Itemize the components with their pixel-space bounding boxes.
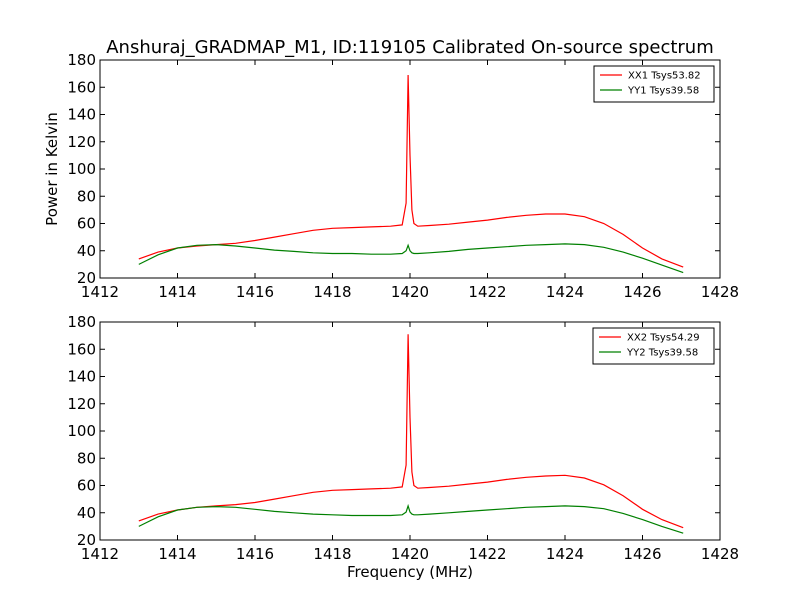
y-tick-label: 100 — [67, 160, 96, 178]
legend-box — [593, 65, 715, 103]
y-tick-label: 140 — [67, 368, 96, 386]
x-tick-label: 1416 — [236, 545, 274, 563]
y-tick-label: 140 — [67, 106, 96, 124]
y-tick-label: 120 — [67, 395, 96, 413]
top-spectrum-panel: 1412 1414 1416 1418 1420 1422 1424 1426 1428 20 40… — [43, 51, 739, 301]
y-tick-label: 80 — [77, 187, 96, 205]
legend: XX1 Tsys53.82 YY1 Tsys39.58 — [593, 65, 715, 103]
x-tick-label: 1414 — [158, 283, 196, 301]
x-tick-label: 1428 — [701, 283, 739, 301]
x-tick-label: 1418 — [313, 283, 351, 301]
x-tick-label: 1420 — [391, 545, 429, 563]
x-tick-label: 1422 — [468, 545, 506, 563]
series-line-yy1 — [138, 243, 684, 274]
x-tick-label: 1418 — [313, 545, 351, 563]
legend-label: YY1 Tsys39.58 — [627, 86, 699, 97]
legend-label: XX2 Tsys54.29 — [627, 333, 700, 344]
y-tick-label: 120 — [67, 133, 96, 151]
y-tick-label: 180 — [67, 51, 96, 69]
y-axis-label: Power in Kelvin — [43, 112, 61, 226]
figure-title: Anshuraj_GRADMAP_M1, ID:119105 Calibrate… — [106, 37, 714, 58]
series-line-yy2 — [138, 503, 684, 534]
y-tick-label: 20 — [77, 531, 96, 549]
x-tick-label: 1420 — [391, 283, 429, 301]
x-tick-label: 1412 — [81, 283, 119, 301]
y-tick-label: 180 — [67, 313, 96, 331]
x-tick-label: 1414 — [158, 545, 196, 563]
legend-label: YY2 Tsys39.58 — [626, 348, 698, 359]
x-axis-label: Frequency (MHz) — [347, 563, 473, 581]
x-tick-label: 1428 — [701, 545, 739, 563]
y-tick-label: 160 — [67, 78, 96, 96]
legend: XX2 Tsys54.29 YY2 Tsys39.58 — [592, 327, 715, 365]
x-tick-label: 1412 — [81, 545, 119, 563]
bottom-spectrum-panel: 1412 1414 1416 1418 1420 1422 1424 1426 1428 20 40… — [67, 313, 739, 581]
series-line-xx1 — [138, 74, 684, 268]
y-tick-label: 20 — [77, 269, 96, 287]
y-tick-label: 100 — [67, 422, 96, 440]
y-tick-label: 60 — [77, 477, 96, 495]
y-tick-label: 40 — [77, 242, 96, 260]
series-line-xx2 — [138, 334, 684, 529]
y-tick-label: 40 — [77, 504, 96, 522]
x-tick-label: 1424 — [546, 545, 584, 563]
legend-box — [592, 327, 715, 365]
y-tick-label: 160 — [67, 340, 96, 358]
y-tick-label: 80 — [77, 449, 96, 467]
x-tick-label: 1416 — [236, 283, 274, 301]
x-tick-label: 1422 — [468, 283, 506, 301]
legend-label: XX1 Tsys53.82 — [628, 71, 701, 82]
y-tick-label: 60 — [77, 215, 96, 233]
x-tick-label: 1426 — [623, 283, 661, 301]
x-tick-label: 1426 — [623, 545, 661, 563]
x-tick-label: 1424 — [546, 283, 584, 301]
